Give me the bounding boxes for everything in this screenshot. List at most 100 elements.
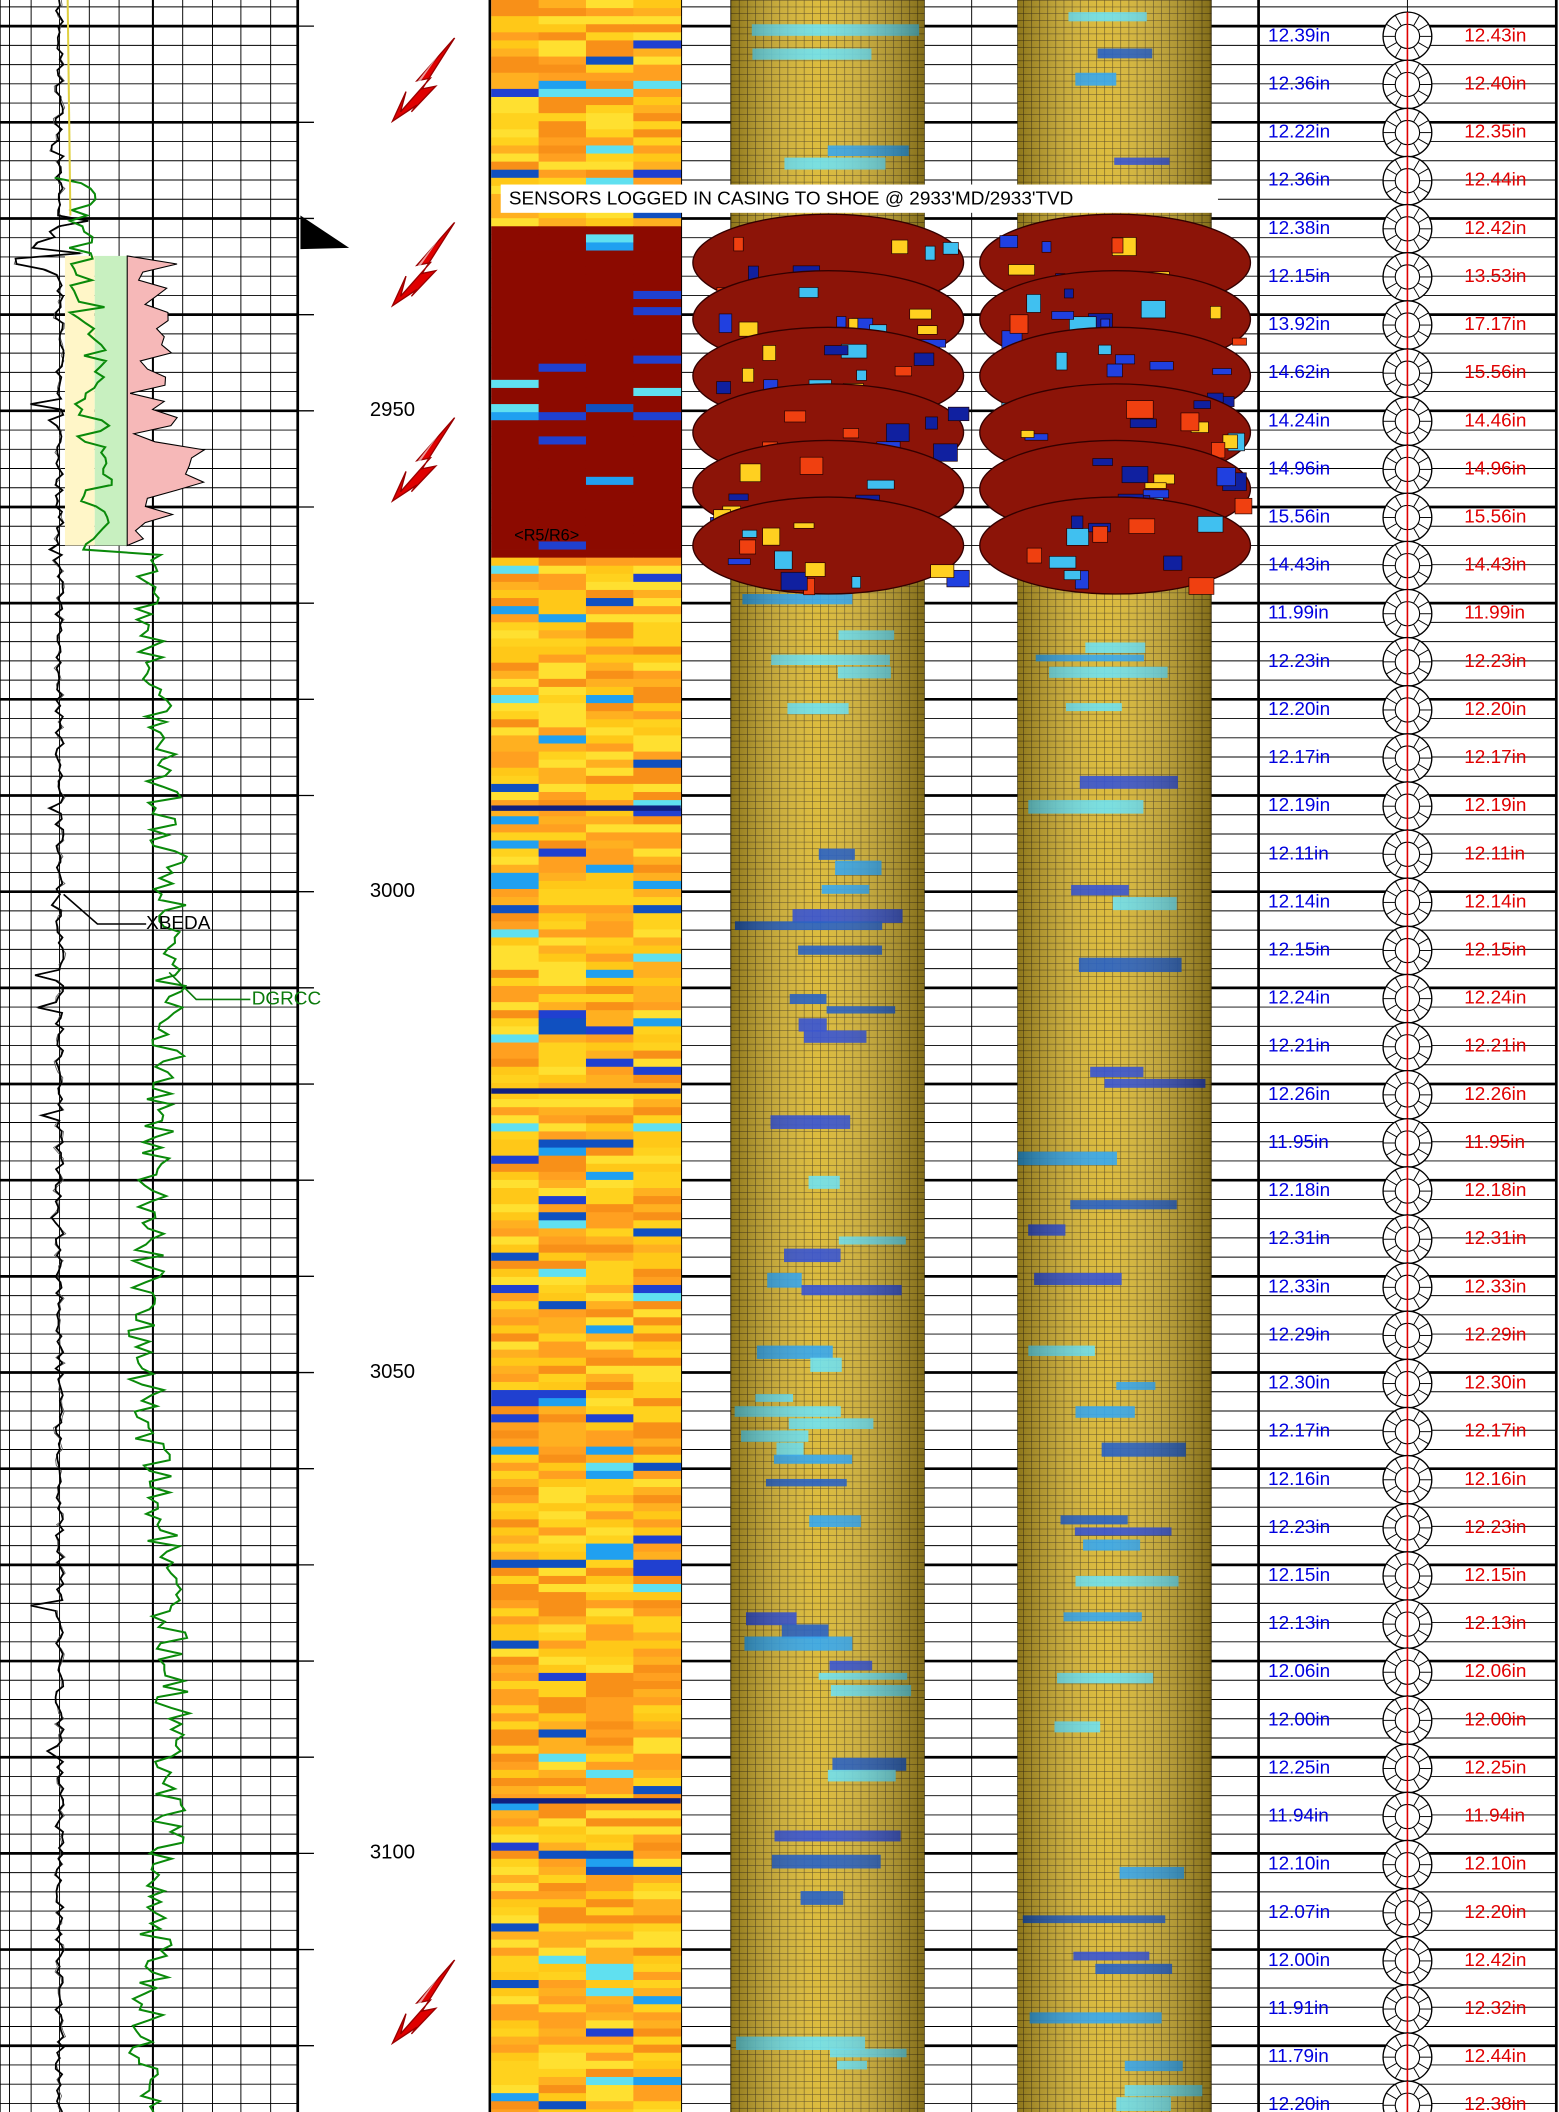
image-cell bbox=[538, 1729, 587, 1738]
image-cell bbox=[538, 1357, 587, 1367]
caliper-spoke bbox=[1413, 640, 1421, 652]
image-cell bbox=[491, 1349, 540, 1359]
caliper-spoke bbox=[1413, 431, 1421, 443]
caliper-spoke bbox=[1394, 1362, 1402, 1374]
image-cell bbox=[491, 1883, 540, 1892]
caliper-spoke bbox=[1413, 255, 1421, 267]
washout-patch bbox=[1063, 570, 1081, 581]
caliper-spoke bbox=[1386, 938, 1398, 945]
image-cell bbox=[491, 517, 540, 526]
image-cell bbox=[491, 581, 540, 591]
caliper-left: 12.17in bbox=[1268, 747, 1330, 768]
image-cell bbox=[633, 436, 682, 445]
image-cell bbox=[491, 1446, 540, 1456]
caliper-spoke bbox=[1413, 688, 1421, 700]
caliper-spoke bbox=[1394, 1297, 1402, 1309]
image-cell bbox=[491, 614, 540, 623]
washout-patch bbox=[1163, 555, 1183, 571]
image-cell bbox=[633, 1761, 682, 1771]
image-cell bbox=[491, 299, 540, 308]
washout-patch bbox=[793, 522, 815, 529]
image-cell bbox=[538, 1446, 587, 1456]
image-cell bbox=[491, 1786, 540, 1795]
image-cell bbox=[633, 695, 682, 704]
image-cell bbox=[491, 1874, 540, 1884]
image-cell bbox=[538, 347, 587, 356]
caliper-left: 14.96in bbox=[1268, 458, 1330, 479]
image-cell bbox=[538, 1381, 587, 1391]
image-cell bbox=[585, 1527, 634, 1536]
image-cell bbox=[633, 282, 682, 292]
image-cell bbox=[538, 961, 587, 971]
image-cell bbox=[538, 945, 587, 955]
image-cell bbox=[585, 606, 634, 615]
image-cell bbox=[538, 517, 587, 526]
image-cell bbox=[491, 1301, 540, 1310]
caliper-right: 12.10in bbox=[1464, 1854, 1526, 1875]
image-cell bbox=[633, 258, 682, 268]
caliper-spoke bbox=[1386, 1274, 1398, 1282]
image-cell bbox=[491, 1204, 540, 1213]
image-cell bbox=[491, 1584, 540, 1593]
image-cell bbox=[491, 1753, 540, 1763]
image-cell bbox=[585, 703, 634, 712]
image-cell bbox=[538, 1527, 587, 1536]
caliper-spoke bbox=[1417, 889, 1429, 897]
caliper-spoke bbox=[1394, 1554, 1402, 1566]
image-cell bbox=[633, 1123, 682, 1132]
caliper-spoke bbox=[1386, 1341, 1398, 1348]
image-cell bbox=[633, 2068, 682, 2078]
image-cell bbox=[633, 1713, 682, 1722]
image-cell bbox=[585, 1236, 634, 1245]
image-cell bbox=[491, 1891, 540, 1900]
washout-patch bbox=[1234, 497, 1253, 515]
image-cell bbox=[585, 1446, 634, 1456]
image-cell bbox=[633, 929, 682, 938]
image-cell bbox=[585, 250, 634, 260]
image-cell bbox=[633, 113, 682, 122]
image-cell bbox=[538, 654, 587, 664]
caliper-spoke bbox=[1413, 1201, 1421, 1213]
image-cell bbox=[491, 72, 540, 82]
image-cell bbox=[585, 1503, 634, 1512]
image-cell bbox=[585, 1495, 634, 1504]
image-cell bbox=[585, 1422, 634, 1431]
image-cell bbox=[491, 1543, 540, 1553]
image-cell bbox=[538, 1745, 587, 1755]
image-cell bbox=[585, 929, 634, 938]
caliper-spoke bbox=[1417, 1389, 1429, 1397]
caliper-left: 12.06in bbox=[1268, 1661, 1330, 1682]
washout-patch bbox=[1064, 288, 1074, 299]
caliper-right: 12.21in bbox=[1464, 1036, 1526, 1057]
caliper-spoke bbox=[1386, 956, 1398, 964]
image-cell bbox=[538, 234, 587, 243]
image-cell bbox=[491, 1632, 540, 1641]
washout-patch bbox=[1140, 300, 1166, 319]
image-cell bbox=[633, 1826, 682, 1835]
caliper-spoke bbox=[1417, 1611, 1429, 1619]
caliper-spoke bbox=[1386, 986, 1398, 993]
image-cell bbox=[585, 1826, 634, 1835]
caliper-spoke bbox=[1413, 1634, 1421, 1646]
image-cell bbox=[633, 1866, 682, 1876]
image-cell bbox=[633, 1115, 682, 1124]
image-cell bbox=[585, 363, 634, 373]
caliper-spoke bbox=[1386, 168, 1398, 176]
image-cell bbox=[633, 48, 682, 57]
image-cell bbox=[633, 678, 682, 688]
caliper-spoke bbox=[1417, 1226, 1429, 1234]
washout-patch bbox=[727, 558, 751, 565]
caliper-spoke bbox=[1386, 2044, 1398, 2052]
image-cell bbox=[585, 654, 634, 664]
caliper-left: 12.29in bbox=[1268, 1324, 1330, 1345]
image-cell bbox=[585, 1276, 634, 1286]
image-cell bbox=[538, 888, 587, 898]
image-cell bbox=[491, 1357, 540, 1367]
caliper-spoke bbox=[1417, 956, 1429, 964]
image-cell bbox=[491, 1680, 540, 1690]
image-cell bbox=[585, 379, 634, 389]
washout-patch bbox=[851, 576, 861, 589]
image-cell bbox=[538, 880, 587, 890]
image-cell bbox=[585, 1139, 634, 1148]
